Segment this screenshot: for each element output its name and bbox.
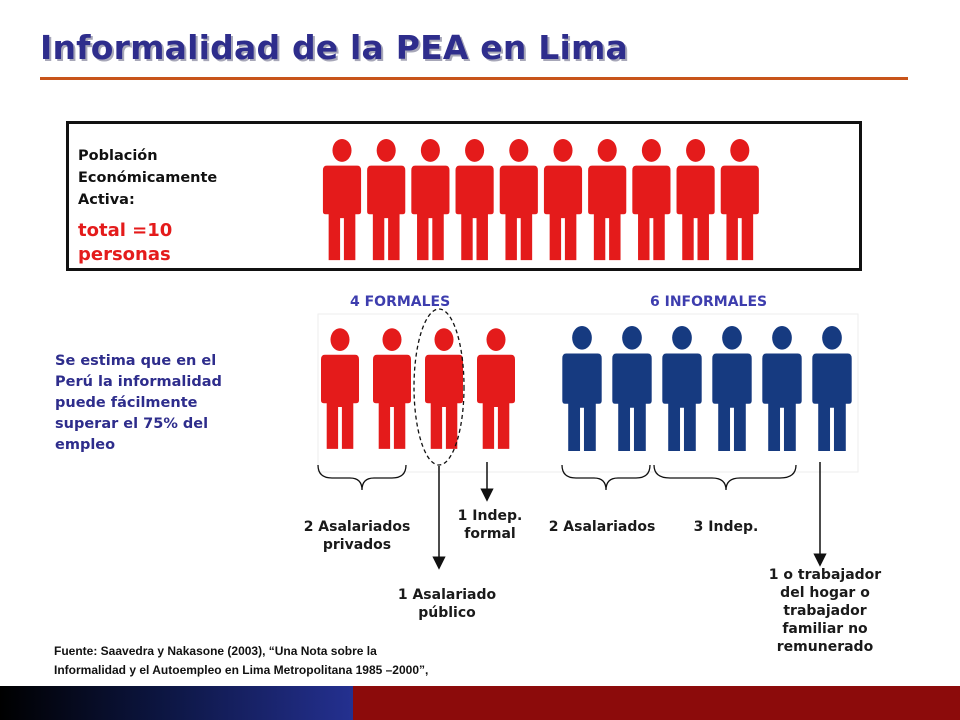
- estimate-note: Se estima que en el Perú la informalidad…: [55, 351, 245, 456]
- pea-total-text: total =10 personas: [78, 219, 172, 267]
- estimate-line: Perú la informalidad: [55, 374, 222, 390]
- caption-line: 2 Asalariados: [548, 519, 656, 535]
- public-employee-highlight: [413, 308, 465, 466]
- caption-line: privados: [322, 537, 392, 553]
- caption-indep-formal: 1 Indep. formal: [440, 507, 540, 543]
- informal-group-label: 6 INFORMALES: [650, 294, 768, 310]
- estimate-line: superar el 75% del: [55, 416, 209, 432]
- estimate-line: empleo: [55, 437, 116, 453]
- caption-line: 2 Asalariados: [303, 519, 411, 535]
- pea-total-box: [66, 121, 862, 271]
- caption-trabajador-hogar: 1 o trabajador del hogar o trabajador fa…: [740, 566, 910, 656]
- caption-line: 1 Indep.: [457, 508, 523, 524]
- brace-asalariados-privados: [317, 464, 407, 491]
- caption-line: remunerado: [776, 639, 874, 655]
- page-title: Informalidad de la PEA en Lima: [40, 28, 629, 67]
- pea-label-line: Población: [78, 148, 158, 164]
- source-line: Fuente: Saavedra y Nakasone (2003), “Una…: [54, 644, 377, 658]
- caption-line: formal: [464, 526, 516, 542]
- caption-line: del hogar o: [780, 585, 870, 601]
- formal-group-label: 4 FORMALES: [350, 294, 451, 310]
- caption-line: 1 o trabajador: [768, 567, 882, 583]
- caption-line: trabajador: [783, 603, 867, 619]
- pea-total-line: personas: [78, 244, 171, 265]
- pea-total-line: total =10: [78, 220, 173, 241]
- pea-label-line: Económicamente: [78, 170, 218, 186]
- caption-asalariados-privados: 2 Asalariados privados: [282, 518, 432, 554]
- estimate-line: puede fácilmente: [55, 395, 198, 411]
- caption-asalariados-informales: 2 Asalariados: [532, 518, 672, 536]
- caption-line: público: [418, 605, 476, 621]
- source-line: Informalidad y el Autoempleo en Lima Met…: [54, 663, 429, 677]
- caption-asalariado-publico: 1 Asalariado público: [372, 586, 522, 622]
- pea-label-line: Activa:: [78, 192, 135, 208]
- title-underline: [40, 77, 908, 80]
- brace-asalariados-informales: [561, 464, 651, 491]
- source-citation: Fuente: Saavedra y Nakasone (2003), “Una…: [54, 642, 428, 680]
- footer-bar-left: [0, 686, 353, 720]
- footer-bar: [0, 686, 960, 720]
- caption-line: familiar no: [782, 621, 868, 637]
- estimate-line: Se estima que en el: [55, 353, 217, 369]
- footer-bar-right: [353, 686, 960, 720]
- caption-line: 1 Asalariado: [397, 587, 497, 603]
- pea-label: Población Económicamente Activa:: [78, 145, 217, 211]
- brace-indep-informales: [653, 464, 797, 491]
- caption-line: 3 Indep.: [693, 519, 759, 535]
- caption-indep-informales: 3 Indep.: [680, 518, 772, 536]
